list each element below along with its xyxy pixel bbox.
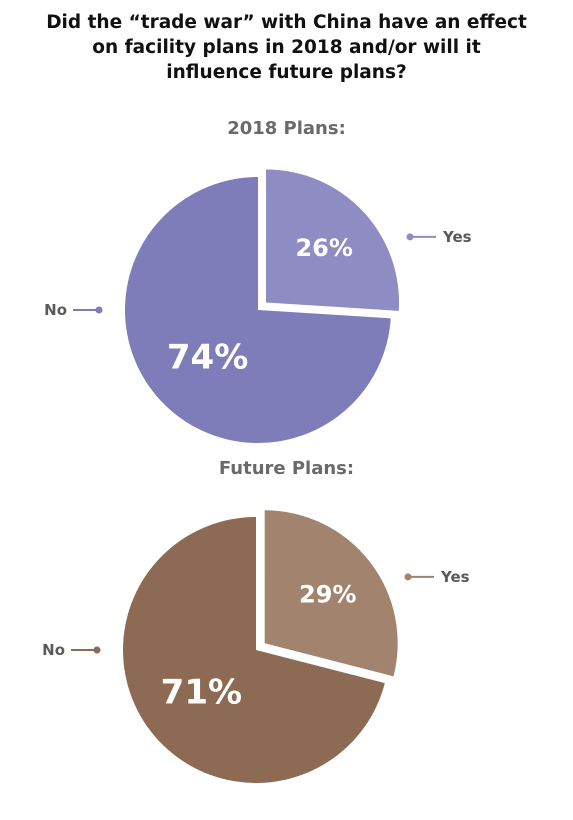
pie-2018-chart: 26% Yes 74% No [44, 169, 472, 443]
chart-title: Did the “trade war” with China have an e… [0, 10, 573, 85]
pie-future-leader-dot-yes [404, 573, 412, 581]
pie-future-leader-dot-no [93, 646, 101, 654]
pie-future-slice-no [123, 517, 385, 783]
pie-future-slice-yes [264, 510, 398, 677]
pie-future-value-yes: 29% [299, 580, 356, 608]
pie-future-title: Future Plans: [218, 458, 355, 479]
pie-2018-slice-no [125, 177, 391, 443]
pie-2018-value-yes: 26% [295, 234, 352, 262]
chart-title-line-3: influence future plans? [166, 62, 407, 83]
pie-future-label-yes: Yes [440, 568, 470, 586]
pie-2018-leader-dot-yes [406, 233, 414, 241]
pie-2018-label-no: No [44, 301, 67, 319]
pie-2018-slice-yes [266, 169, 400, 311]
pie-2018-title: 2018 Plans: [227, 118, 346, 139]
pie-2018-label-yes: Yes [442, 228, 472, 246]
chart-title-line-1: Did the “trade war” with China have an e… [46, 12, 527, 33]
pie-2018-value-no: 74% [167, 337, 248, 377]
pie-2018-leader-dot-no [95, 306, 103, 314]
chart-title-line-2: on facility plans in 2018 and/or will it [92, 37, 481, 58]
pie-future-value-no: 71% [161, 672, 242, 712]
pie-future-label-no: No [42, 641, 65, 659]
pie-future-chart: 29% Yes 71% No [42, 510, 470, 783]
